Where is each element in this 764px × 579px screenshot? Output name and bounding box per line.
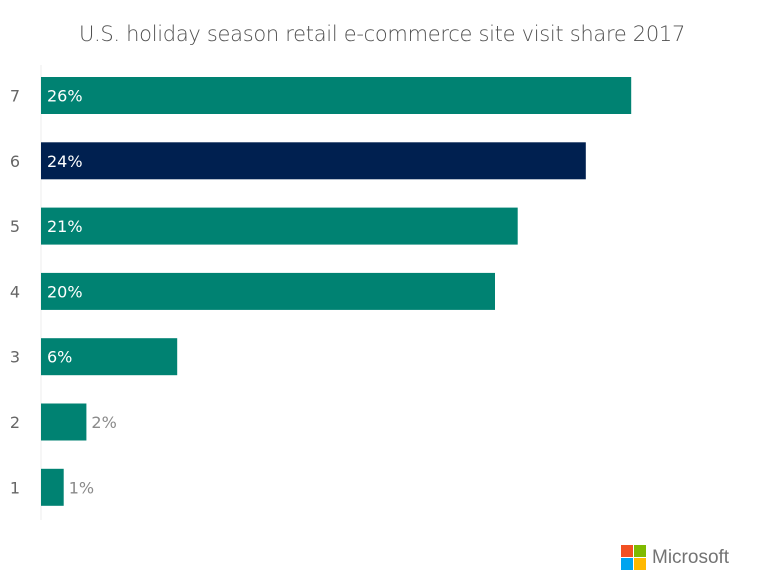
logo-text: Microsoft xyxy=(652,546,730,568)
data-label: 24% xyxy=(47,152,83,171)
bar-1 xyxy=(41,468,64,506)
microsoft-logo: Microsoft xyxy=(621,545,729,570)
bar-4 xyxy=(41,272,495,310)
bar-6 xyxy=(41,142,586,180)
data-label: 20% xyxy=(47,282,83,301)
y-tick-label: 5 xyxy=(10,217,20,236)
y-tick-label: 4 xyxy=(10,282,20,301)
y-tick-label: 1 xyxy=(10,478,20,497)
data-label: 1% xyxy=(69,478,94,497)
chart-title: U.S. holiday season retail e-commerce si… xyxy=(78,22,686,46)
bar-7 xyxy=(41,77,632,114)
y-tick-label: 3 xyxy=(10,348,20,367)
data-label: 21% xyxy=(47,217,83,236)
y-tick-label: 2 xyxy=(10,413,20,432)
bar-5 xyxy=(41,207,518,245)
data-label: 6% xyxy=(47,348,72,367)
y-tick-label: 6 xyxy=(10,152,20,171)
data-label: 26% xyxy=(47,87,83,106)
bar-3 xyxy=(41,338,178,376)
data-label: 2% xyxy=(91,413,116,432)
bar-2 xyxy=(41,403,87,441)
y-tick-label: 7 xyxy=(10,87,20,106)
microsoft-windows-icon xyxy=(621,545,646,570)
